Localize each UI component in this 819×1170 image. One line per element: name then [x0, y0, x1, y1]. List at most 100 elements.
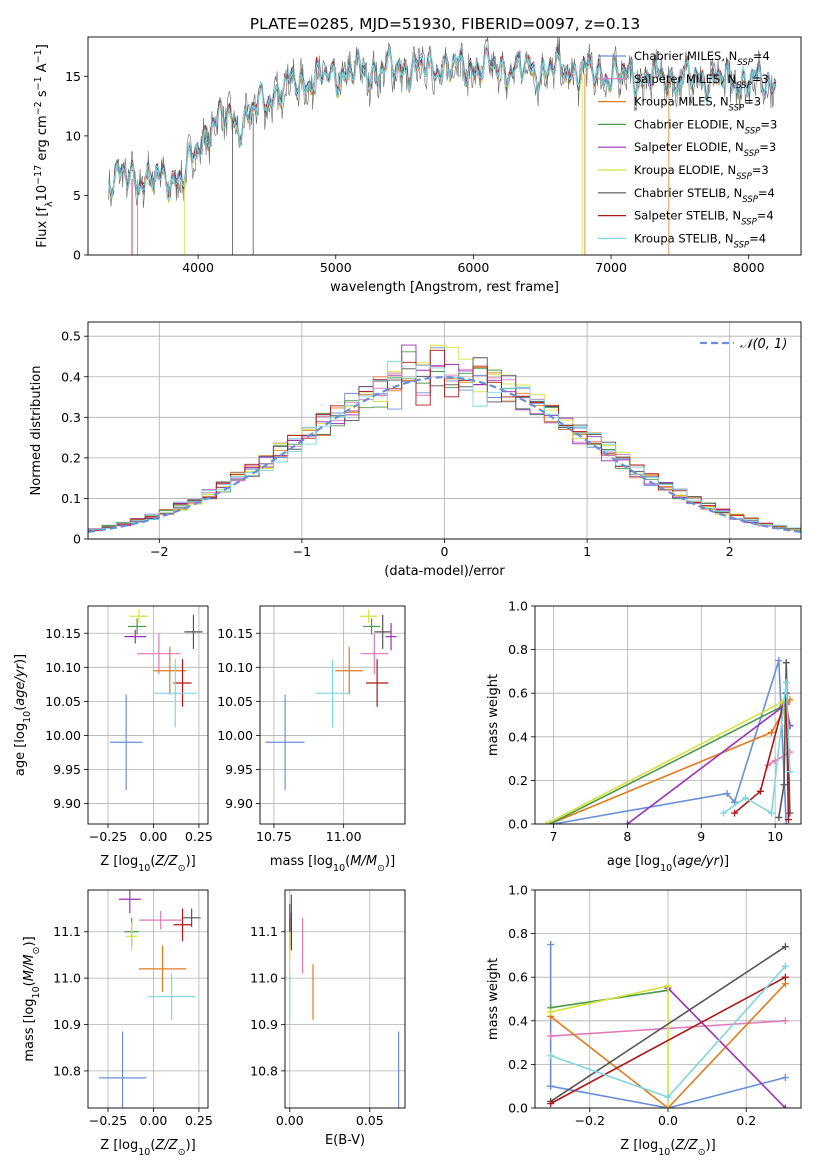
x-tick-label: 4000 [182, 260, 214, 275]
weight-marker [767, 728, 775, 736]
x-tick-label: 10 [767, 829, 783, 844]
y-tick-label: 0.8 [508, 642, 528, 657]
y-tick-label: 0.0 [508, 817, 528, 832]
weight-line [550, 983, 786, 1108]
weight-marker [542, 820, 550, 824]
plot-area [88, 344, 801, 539]
legend-label: Kroupa STELIB, NSSP=4 [634, 231, 766, 250]
weight-marker [731, 809, 738, 817]
panel-residuals: −2 −1 0 1 2 0 0.1 0.2 0.3 0.4 0.5 (data-model)/erro… [29, 321, 802, 579]
y-tick-label: 11.1 [250, 924, 278, 939]
weight-marker [784, 816, 792, 824]
y-tick-label: 11.1 [53, 924, 81, 939]
y-tick-label: 0.6 [508, 970, 528, 985]
legend-label: Chabrier ELODIE, NSSP=3 [634, 117, 777, 136]
x-axis-label: E(B-V) [325, 1133, 365, 1148]
x-tick-label: 8000 [733, 260, 765, 275]
y-tick-label: 0 [73, 532, 81, 547]
y-tick-label: 10.15 [45, 626, 81, 641]
y-tick-label: 9.95 [225, 762, 253, 777]
panel-mass_vs_Z: −0.25 0.00 0.25 10.8 10.9 11.0 11.1 Z [log10(Z/… [22, 889, 213, 1158]
x-tick-label: 1 [583, 544, 591, 559]
x-tick-label: −1 [293, 544, 311, 559]
plot-area [109, 609, 203, 790]
x-tick-label: 0.00 [276, 1113, 304, 1128]
x-tick-label: −0.25 [89, 829, 127, 844]
gaussian-curve [88, 376, 801, 533]
y-tick-label: 0.0 [508, 1101, 528, 1116]
axes-frame [534, 605, 802, 825]
spectrum-legend: Chabrier MILES, NSSP=4 Salpeter MILES, NS… [598, 49, 777, 250]
weight-line [667, 987, 786, 1108]
panel-spectrum: 4000 5000 6000 7000 8000 0 5 10 15 wavelength [An… [33, 36, 802, 295]
x-tick-label: 11.00 [326, 829, 362, 844]
weight-marker [780, 781, 788, 789]
legend-label: Chabrier STELIB, NSSP=4 [634, 186, 775, 205]
weight-marker [781, 1073, 789, 1081]
y-tick-label: 1.0 [508, 883, 528, 898]
x-tick-label: 6000 [457, 260, 489, 275]
panel-age_vs_mass: 10.75 11.00 9.90 9.95 10.00 10.05 10.10 10.15 ma… [217, 605, 406, 874]
weight-marker [767, 809, 775, 817]
weight-marker [782, 659, 790, 667]
weight-marker [781, 973, 789, 981]
x-tick-label: 0.00 [140, 1113, 168, 1128]
weight-marker [781, 962, 789, 970]
y-tick-label: 0.5 [61, 329, 81, 344]
x-tick-label: 10.75 [256, 829, 292, 844]
y-axis-label: age [log10(age/yr)] [13, 654, 33, 776]
x-axis-label: Z [log10(Z/Z⊙)] [100, 1138, 195, 1158]
weight-marker [742, 794, 750, 802]
panel-mass_weight_vs_Z: −0.2 0.0 0.2 0.0 0.2 0.4 0.6 0.8 1.0 Z [log10(Z/Z… [486, 883, 802, 1158]
weight-marker [547, 941, 555, 948]
weight-marker [781, 1104, 789, 1108]
observed-spectrum [108, 37, 777, 208]
plot-area [547, 941, 789, 1108]
x-tick-label: 7 [549, 829, 557, 844]
axes-frame [87, 321, 802, 540]
weight-marker [782, 820, 790, 824]
weight-marker [547, 1032, 555, 1040]
weight-line [550, 946, 786, 1103]
x-tick-label: 8 [623, 829, 631, 844]
weight-marker [786, 809, 794, 817]
x-tick-label: −2 [150, 544, 168, 559]
legend-label: 𝒩(0, 1) [740, 337, 787, 352]
axes-frame [87, 36, 802, 256]
weight-marker [723, 789, 731, 797]
weight-marker [775, 813, 783, 821]
y-tick-label: 10.8 [53, 1063, 81, 1078]
x-tick-label: 0.05 [356, 1113, 384, 1128]
y-tick-label: 10.8 [250, 1063, 278, 1078]
x-tick-label: −0.2 [575, 1113, 605, 1128]
weight-line [549, 705, 791, 824]
weight-marker [623, 820, 631, 824]
weight-line [733, 692, 790, 820]
weight-line [545, 700, 788, 824]
x-tick-label: 0 [441, 544, 449, 559]
plot-area [108, 37, 777, 255]
model-spectrum-kroupa_stelib-top [108, 49, 777, 202]
legend-label: Salpeter MILES, NSSP=3 [634, 72, 769, 91]
panel-age_vs_Z: −0.25 0.00 0.25 9.90 9.95 10.00 10.05 10.10 10.1… [13, 605, 213, 874]
y-tick-label: 10.9 [250, 1017, 278, 1032]
y-tick-label: 9.90 [225, 796, 253, 811]
y-tick-label: 10.00 [45, 728, 81, 743]
y-tick-label: 10.10 [217, 660, 253, 675]
y-tick-label: 10.10 [45, 660, 81, 675]
axes-frame [259, 605, 406, 825]
y-tick-label: 0 [73, 248, 81, 263]
axes-frame [534, 889, 802, 1109]
weight-line [626, 702, 791, 824]
weight-marker [664, 1093, 672, 1101]
axes-frame [87, 889, 209, 1109]
x-tick-label: 0.25 [185, 1113, 213, 1128]
weight-marker [775, 657, 783, 664]
weight-marker [782, 678, 790, 686]
y-tick-label: 0.2 [508, 773, 528, 788]
weight-marker [756, 787, 764, 795]
y-tick-label: 0.4 [508, 729, 528, 744]
x-tick-label: 7000 [595, 260, 627, 275]
